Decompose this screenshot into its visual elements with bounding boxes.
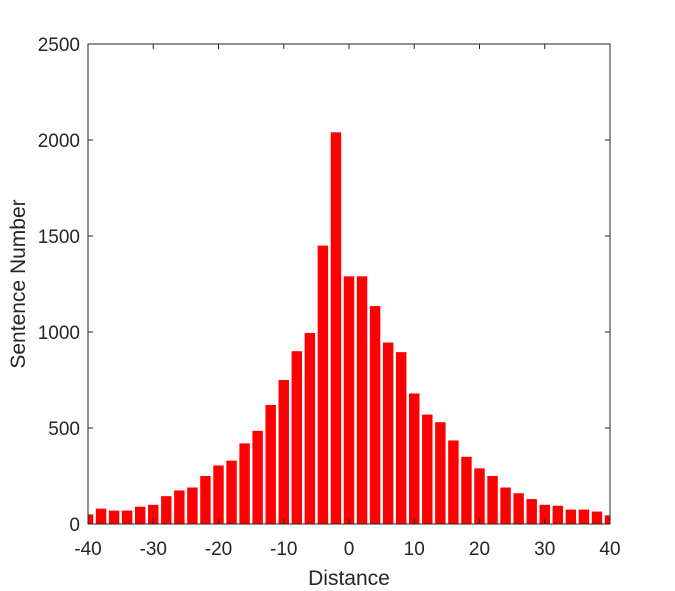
bar xyxy=(565,509,577,524)
bar xyxy=(500,487,511,524)
bar xyxy=(95,508,107,524)
bar xyxy=(343,276,355,524)
bars-group xyxy=(88,132,610,524)
bar xyxy=(591,511,603,524)
bar xyxy=(174,490,185,524)
x-tick-label: -40 xyxy=(74,539,101,560)
bar xyxy=(200,476,211,524)
bar xyxy=(161,496,172,524)
x-tick-label: -20 xyxy=(205,539,232,560)
bar xyxy=(552,505,564,524)
x-tick-label: -10 xyxy=(270,539,297,560)
bar xyxy=(539,504,550,524)
y-tick-label: 500 xyxy=(48,419,80,440)
bar xyxy=(461,456,472,524)
bar xyxy=(422,414,433,524)
bar xyxy=(382,342,394,524)
bar xyxy=(265,404,276,524)
y-tick-label: 2000 xyxy=(38,131,80,152)
bar xyxy=(108,510,120,524)
bar xyxy=(213,465,224,524)
bar xyxy=(187,487,198,524)
bar xyxy=(369,306,381,524)
y-tick-label: 1500 xyxy=(38,227,80,248)
y-tick-label: 0 xyxy=(69,515,80,536)
y-tick-label: 2500 xyxy=(38,35,80,56)
bar xyxy=(304,332,316,524)
bar xyxy=(395,352,407,524)
bar xyxy=(474,468,485,524)
bar xyxy=(356,276,368,524)
bar xyxy=(239,443,250,524)
y-tick-label: 1000 xyxy=(38,323,80,344)
bar xyxy=(148,504,159,524)
bar xyxy=(317,245,329,524)
bar xyxy=(291,351,303,524)
bar xyxy=(134,506,146,524)
bar xyxy=(604,515,610,524)
bar xyxy=(88,514,94,524)
bar xyxy=(526,499,537,524)
bar xyxy=(448,440,459,524)
bar xyxy=(513,493,524,524)
x-tick-label: 0 xyxy=(344,539,355,560)
bar xyxy=(226,460,237,524)
bar xyxy=(121,510,133,524)
bar xyxy=(487,476,498,524)
x-tick-label: -30 xyxy=(140,539,167,560)
x-tick-label: 40 xyxy=(599,539,620,560)
x-tick-label: 20 xyxy=(469,539,490,560)
x-axis-label: Distance xyxy=(308,567,390,590)
bar xyxy=(278,380,289,524)
x-tick-label: 10 xyxy=(404,539,425,560)
x-tick-label: 30 xyxy=(534,539,555,560)
bar xyxy=(330,132,342,524)
bar xyxy=(578,509,590,524)
bar xyxy=(252,430,263,524)
bar xyxy=(435,422,446,524)
bar xyxy=(409,393,420,524)
y-axis-label: Sentence Number xyxy=(7,199,30,368)
axis-ticks-group: -40 -30 -20 -10 0 10 20 30 40 0 500 1000 1500 2000 250… xyxy=(38,35,621,560)
